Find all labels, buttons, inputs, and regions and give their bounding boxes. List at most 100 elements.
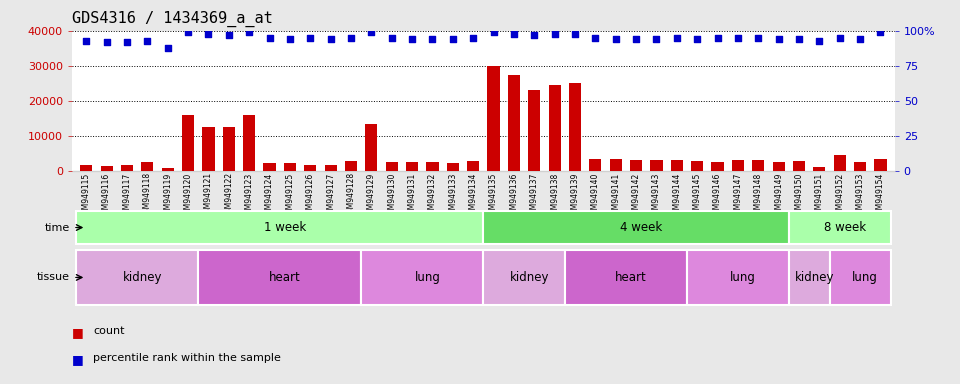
Point xyxy=(323,36,338,42)
Point xyxy=(139,38,155,44)
Text: kidney: kidney xyxy=(510,271,549,284)
Point xyxy=(608,36,623,42)
Bar xyxy=(508,74,520,171)
Bar xyxy=(484,211,789,244)
Bar xyxy=(488,66,499,171)
Bar xyxy=(76,250,199,305)
Point xyxy=(79,38,94,44)
Bar xyxy=(711,162,724,171)
Point xyxy=(751,35,766,41)
Point xyxy=(669,35,684,41)
Bar xyxy=(386,162,397,171)
Bar xyxy=(203,127,214,171)
Point xyxy=(344,35,359,41)
Bar xyxy=(813,167,826,171)
Bar xyxy=(589,159,602,171)
Bar xyxy=(284,163,296,171)
Bar xyxy=(793,161,805,171)
Bar xyxy=(426,162,439,171)
Bar xyxy=(263,163,276,171)
Point xyxy=(201,30,216,36)
Point xyxy=(527,32,542,38)
Bar xyxy=(650,161,662,171)
Bar xyxy=(468,161,479,171)
Point xyxy=(791,36,806,42)
Bar xyxy=(76,211,484,244)
Point xyxy=(486,29,501,35)
Point xyxy=(771,36,786,42)
Point xyxy=(221,32,236,38)
Bar xyxy=(829,250,891,305)
Bar xyxy=(484,250,564,305)
Bar xyxy=(564,250,687,305)
Bar xyxy=(528,90,540,171)
Point xyxy=(180,29,196,35)
Text: lung: lung xyxy=(852,271,878,284)
Bar xyxy=(630,160,642,171)
Point xyxy=(689,36,705,42)
Text: percentile rank within the sample: percentile rank within the sample xyxy=(93,353,281,363)
Text: lung: lung xyxy=(730,271,756,284)
Bar xyxy=(406,162,419,171)
Bar xyxy=(610,159,622,171)
Point xyxy=(282,36,298,42)
Text: kidney: kidney xyxy=(795,271,834,284)
Bar xyxy=(304,165,317,171)
Point xyxy=(384,35,399,41)
Bar xyxy=(161,168,174,171)
Point xyxy=(731,35,746,41)
Bar xyxy=(687,250,789,305)
Text: count: count xyxy=(93,326,125,336)
Point xyxy=(547,30,563,36)
Bar xyxy=(223,127,235,171)
Text: heart: heart xyxy=(269,271,300,284)
Bar xyxy=(345,161,357,171)
Bar xyxy=(773,162,784,171)
Text: kidney: kidney xyxy=(123,271,162,284)
Text: ■: ■ xyxy=(72,326,84,339)
Point xyxy=(364,29,379,35)
Point xyxy=(302,35,318,41)
Bar xyxy=(199,250,361,305)
Bar xyxy=(875,159,887,171)
Text: 8 week: 8 week xyxy=(824,221,866,234)
Bar xyxy=(548,85,561,171)
Point xyxy=(588,35,603,41)
Bar xyxy=(121,165,133,171)
Text: 1 week: 1 week xyxy=(264,221,306,234)
Point xyxy=(404,36,420,42)
Text: GDS4316 / 1434369_a_at: GDS4316 / 1434369_a_at xyxy=(72,11,273,27)
Bar xyxy=(789,250,829,305)
Bar xyxy=(732,161,744,171)
Point xyxy=(649,36,664,42)
Bar xyxy=(324,165,337,171)
Bar xyxy=(243,115,255,171)
Point xyxy=(262,35,277,41)
Point xyxy=(812,38,828,44)
Bar xyxy=(833,155,846,171)
Text: tissue: tissue xyxy=(37,272,70,283)
Point xyxy=(873,29,888,35)
Bar xyxy=(80,165,92,171)
Bar xyxy=(789,211,891,244)
Point xyxy=(160,45,176,51)
Point xyxy=(445,36,461,42)
Text: heart: heart xyxy=(615,271,647,284)
Point xyxy=(99,39,114,45)
Point xyxy=(119,39,134,45)
Bar xyxy=(361,250,483,305)
Text: ■: ■ xyxy=(72,353,84,366)
Bar xyxy=(854,162,866,171)
Point xyxy=(567,30,583,36)
Point xyxy=(709,35,725,41)
Text: lung: lung xyxy=(415,271,441,284)
Text: 4 week: 4 week xyxy=(620,221,662,234)
Bar xyxy=(753,161,764,171)
Bar xyxy=(569,83,581,171)
Text: time: time xyxy=(45,222,70,233)
Point xyxy=(506,30,521,36)
Bar xyxy=(691,161,704,171)
Bar xyxy=(365,124,377,171)
Bar xyxy=(446,163,459,171)
Point xyxy=(242,29,257,35)
